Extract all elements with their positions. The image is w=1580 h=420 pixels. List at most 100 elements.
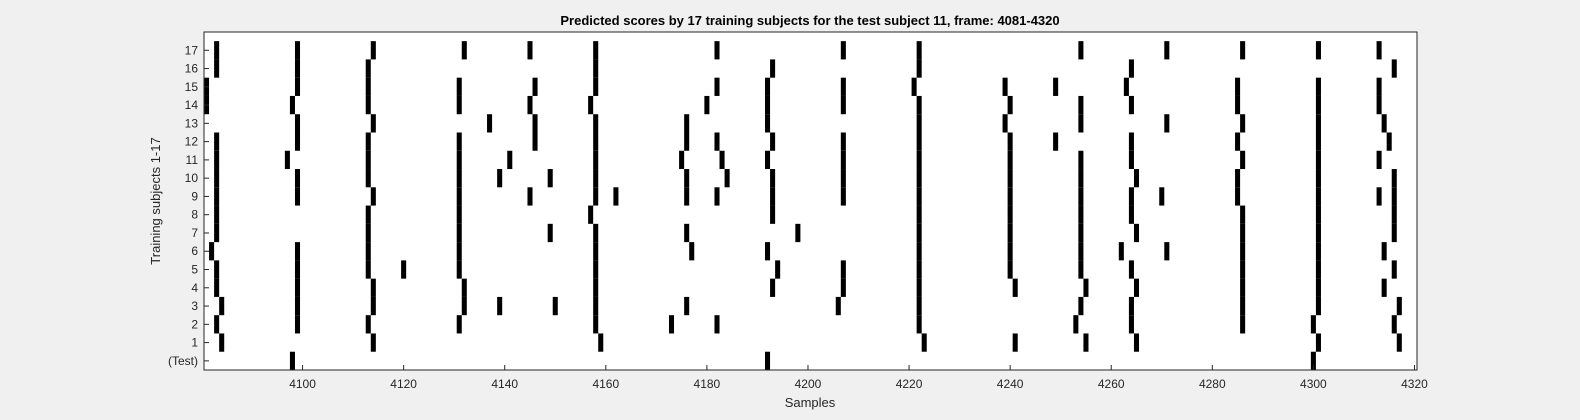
heatmap-cell [1078,150,1084,170]
y-tick-label: 8 [191,208,198,222]
heatmap-cell [911,77,917,96]
heatmap-cell [365,77,371,96]
heatmap-cell [1007,205,1013,224]
y-tick-label: 14 [185,98,199,112]
heatmap-cell [916,169,922,188]
heatmap-cell [1083,278,1089,297]
heatmap-cell [1240,260,1246,279]
heatmap-cell [1007,132,1013,151]
y-tick-label: 7 [191,226,198,240]
heatmap-cell [456,205,462,224]
heatmap-cell [1315,278,1321,297]
heatmap-cell [456,242,462,261]
heatmap-cell [765,95,771,115]
x-tick-label: 4180 [694,377,721,391]
heatmap-cell [684,132,690,151]
y-tick-label: 9 [191,189,198,203]
heatmap-cell [1235,169,1241,188]
heatmap-cell [598,333,604,352]
heatmap-cell [1235,187,1241,206]
heatmap-cell [840,41,846,60]
heatmap-cell [1133,278,1140,297]
heatmap-cell [765,114,771,133]
y-axis-label: Training subjects 1-17 [148,137,163,264]
heatmap-cell [1007,169,1013,188]
heatmap-cell [1376,41,1382,60]
heatmap-cell [370,187,376,206]
heatmap-cell [1391,205,1397,224]
heatmap-cell [593,132,599,151]
y-tick-label: 3 [191,299,198,313]
heatmap-cell [1240,242,1246,261]
heatmap-cell [1240,205,1246,224]
heatmap-cell [916,260,922,279]
heatmap-cell [668,315,675,334]
heatmap-cell [1002,114,1008,133]
heatmap-cell [1133,223,1140,243]
heatmap-cell [219,296,225,316]
heatmap-cell [365,223,371,243]
heatmap-cell [1315,95,1321,115]
heatmap-cell [588,205,594,224]
y-tick-label: 10 [185,171,199,185]
heatmap-cell [684,223,690,243]
heatmap-cell [1053,132,1059,151]
heatmap-cell [916,95,922,115]
heatmap-cell [916,205,922,224]
heatmap-cell [1315,132,1321,151]
heatmap-cell [1391,260,1397,279]
heatmap-cell [916,187,922,206]
heatmap-cell [214,260,220,279]
heatmap-cell [1078,205,1084,224]
heatmap-cell [770,278,776,297]
heatmap-cell [684,114,690,133]
heatmap-cell [684,169,690,188]
heatmap-cell [456,132,462,151]
heatmap-cell [532,77,538,96]
heatmap-cell [593,41,599,60]
x-tick-labels: 4100 4120 4140 4160 4180 4200 4220 4240 4260 4280… [289,365,1428,391]
heatmap-cell [840,187,846,206]
heatmap-cell [1315,242,1321,261]
heatmap-cell [714,315,720,334]
heatmap-cell [456,187,462,206]
heatmap-cell [1391,59,1397,78]
heatmap-cell [1376,95,1382,115]
heatmap-cell [497,169,503,188]
heatmap-cell [1386,132,1392,151]
heatmap-cell [916,242,922,261]
heatmap-cell [1240,223,1246,243]
heatmap-cell [775,260,781,279]
heatmap-cell [765,242,771,261]
heatmap-cell [365,59,371,78]
heatmap-cell [1235,95,1241,115]
heatmap-cell [613,187,619,206]
heatmap-cell [1007,95,1013,115]
heatmap-cell [588,95,594,115]
heatmap-cell [724,169,730,188]
heatmap-cell [593,77,599,96]
heatmap-cell [370,333,376,352]
heatmap-cell [593,260,599,279]
y-tick-label: 6 [191,244,198,258]
heatmap-cell [1128,150,1134,170]
y-tick-label: 2 [191,317,198,331]
x-tick-label: 4160 [592,377,619,391]
heatmap-cell [1315,333,1321,352]
heatmap-cell [1310,351,1316,370]
heatmap-cell [1315,77,1321,96]
heatmap-cell [1315,260,1321,279]
heatmap-cell [1118,242,1124,261]
heatmap-cell [456,315,462,334]
heatmap-cell [1381,278,1387,297]
heatmap-cell [916,41,922,60]
heatmap-cell [1073,315,1079,334]
heatmap-cell [547,223,553,243]
heatmap-cell [1007,223,1013,243]
x-tick-label: 4100 [289,377,316,391]
y-tick-label: (Test) [168,354,198,368]
heatmap-cell [714,41,720,60]
heatmap-cell [284,150,290,170]
heatmap-cell [593,187,599,206]
